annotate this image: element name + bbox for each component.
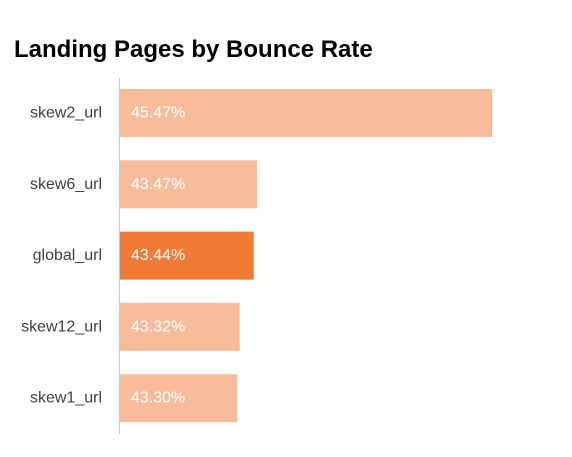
category-label-skew12_url: skew12_url xyxy=(21,318,102,335)
category-label-skew2_url: skew2_url xyxy=(30,105,102,122)
category-label-global_url: global_url xyxy=(33,247,102,264)
bar-skew2_url xyxy=(120,89,492,137)
chart-title: Landing Pages by Bounce Rate xyxy=(14,36,373,63)
bar-global_url xyxy=(120,231,254,280)
bar-skew1_url xyxy=(120,374,238,423)
bar-skew12_url xyxy=(120,302,240,351)
data-label-skew12_url: 43.32% xyxy=(131,318,185,335)
data-label-skew2_url: 45.47% xyxy=(131,105,185,122)
bar-skew6_url xyxy=(120,160,258,209)
labels-layer: 45.47% skew2_url 43.47% skew6_url 43.44% glob… xyxy=(21,105,185,407)
data-label-skew1_url: 43.30% xyxy=(131,390,185,407)
category-label-skew6_url: skew6_url xyxy=(30,176,102,193)
data-label-global_url: 43.44% xyxy=(131,247,185,264)
bars-layer xyxy=(120,89,492,423)
category-label-skew1_url: skew1_url xyxy=(30,390,102,407)
data-label-skew6_url: 43.47% xyxy=(131,176,185,193)
